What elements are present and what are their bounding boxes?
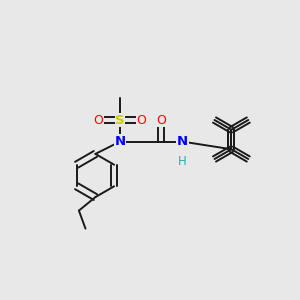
Text: O: O [156,113,166,127]
Text: H: H [178,154,187,168]
Text: N: N [177,135,188,148]
Text: O: O [137,113,146,127]
Text: N: N [114,135,126,148]
Text: O: O [94,113,103,127]
Text: S: S [115,113,125,127]
